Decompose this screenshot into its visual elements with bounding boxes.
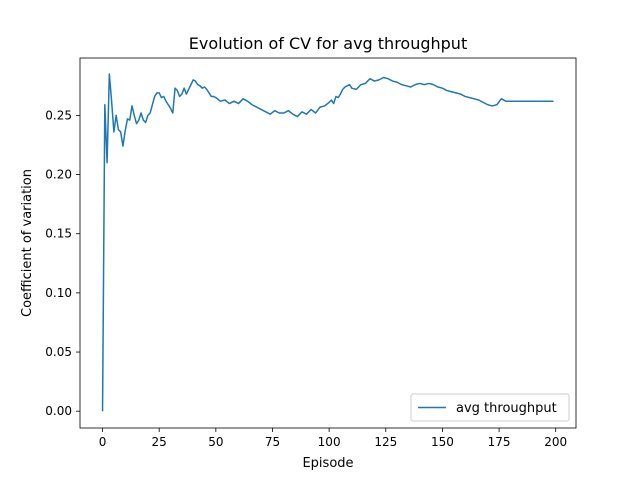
y-tick-label: 0.05 (45, 345, 72, 359)
y-tick-label: 0.10 (45, 286, 72, 300)
plot-area (80, 58, 576, 428)
x-tick-label: 75 (265, 435, 280, 449)
y-axis-label: Coefficient of variation (20, 169, 35, 317)
x-tick-label: 25 (152, 435, 167, 449)
y-axis-ticks: 0.00 0.05 0.10 0.15 0.20 0.25 (45, 108, 80, 418)
x-tick-label: 100 (318, 435, 341, 449)
x-axis-ticks: 0 25 50 75 100 125 150 175 200 (99, 428, 567, 449)
x-tick-label: 0 (99, 435, 107, 449)
chart-title: Evolution of CV for avg throughput (189, 34, 467, 53)
x-tick-label: 175 (488, 435, 511, 449)
legend: avg throughput (410, 393, 570, 422)
series-line-avg-throughput (101, 73, 554, 412)
y-tick-label: 0.00 (45, 404, 72, 418)
y-tick-label: 0.20 (45, 168, 72, 182)
x-axis-label: Episode (302, 456, 353, 471)
y-tick-label: 0.15 (45, 227, 72, 241)
legend-label-avg-throughput: avg throughput (456, 401, 557, 416)
x-tick-label: 200 (544, 435, 567, 449)
y-tick-label: 0.25 (45, 108, 72, 122)
legend-box (410, 393, 570, 422)
x-tick-label: 150 (431, 435, 454, 449)
axes-frame (79, 57, 577, 429)
x-tick-label: 125 (374, 435, 397, 449)
x-tick-label: 50 (208, 435, 223, 449)
